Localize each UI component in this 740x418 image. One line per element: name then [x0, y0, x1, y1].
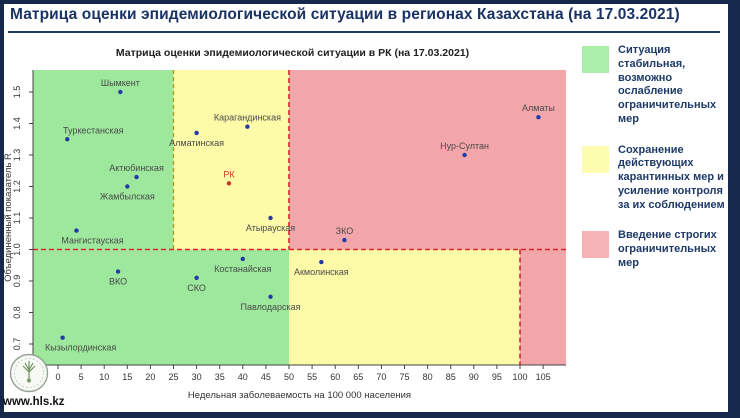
zone-red-top [289, 70, 566, 250]
x-tick-label: 15 [122, 372, 132, 382]
data-point-dot [319, 259, 324, 265]
page-title: Матрица оценки эпидемиологической ситуац… [10, 6, 680, 23]
data-point-label: Павлодарская [241, 302, 301, 312]
x-tick-label: 35 [215, 372, 225, 382]
x-tick-label: 95 [492, 372, 502, 382]
chart-title: Матрица оценки эпидемиологической ситуац… [115, 47, 470, 59]
legend-swatch-yellow [582, 145, 609, 173]
x-tick-label: 55 [307, 372, 317, 382]
data-point-dot [194, 275, 199, 281]
data-point-label: Актюбинская [109, 163, 164, 173]
data-point-dot [115, 269, 121, 274]
x-tick-label: 40 [238, 372, 248, 382]
x-tick-label: 75 [399, 372, 409, 382]
data-point-dot [60, 335, 65, 340]
legend-label-strict: Введение строгих ограничительных мер [618, 229, 717, 269]
legend-item-stable: Ситуация стабильная, возможно ослабление… [582, 44, 730, 127]
data-point-dot [74, 228, 79, 233]
title-divider [8, 31, 720, 33]
data-point-label: Нур-Султан [440, 141, 489, 151]
x-tick-label: 30 [192, 372, 202, 382]
x-tick-label: 5 [79, 372, 84, 382]
legend: Ситуация стабильная, возможно ослабление… [582, 44, 730, 288]
data-point-label: ЗКО [336, 226, 354, 236]
x-tick-label: 60 [330, 372, 340, 382]
x-tick-label: 80 [423, 372, 433, 382]
x-tick-label: 90 [469, 372, 479, 382]
data-point-label: Костанайская [214, 264, 271, 274]
x-tick-label: 20 [145, 372, 155, 382]
data-point-label: Жамбылская [100, 192, 155, 202]
data-point-dot [134, 174, 139, 180]
data-point-label: Кызылординская [45, 343, 116, 353]
data-point-dot [118, 89, 123, 95]
x-tick-label: 0 [55, 372, 60, 382]
hls-logo [9, 353, 49, 393]
legend-swatch-red [582, 231, 609, 259]
data-point-label: Карагандинская [214, 113, 281, 123]
y-axis-title: Объединенный показатель R [3, 153, 14, 282]
data-point-label: Шымкент [101, 78, 140, 88]
x-tick-label: 45 [261, 372, 271, 382]
data-point-dot [268, 294, 273, 299]
y-tick-label: 1.4 [12, 117, 22, 130]
y-tick-label: 1.0 [12, 243, 22, 256]
y-tick-label: 0.9 [12, 275, 22, 288]
data-point-label: Туркестанская [63, 125, 124, 135]
data-point-label: Мангистауская [61, 236, 123, 246]
data-point-dot [268, 215, 273, 221]
data-point-dot [462, 152, 467, 158]
data-point-dot [226, 181, 232, 186]
y-tick-label: 1.3 [12, 149, 22, 162]
data-point-label: ВКО [109, 277, 127, 287]
scatter-plot: 0 5 10 15 20 25 30 35 40 45 50 55 60 65 70 75 80 85 90 95 10… [3, 70, 566, 401]
legend-item-strict: Введение строгих ограничительных мер [582, 229, 730, 270]
x-tick-label: 10 [99, 372, 109, 382]
legend-swatch-green [582, 46, 609, 73]
zone-red-bottom [520, 249, 566, 365]
data-point-label: Акмолинская [294, 267, 349, 277]
y-tick-label: 1.5 [12, 86, 22, 99]
data-point-dot [245, 124, 250, 129]
data-point-dot [194, 130, 199, 136]
y-tick-label: 1.2 [12, 180, 22, 193]
legend-label-keep-measures: Сохранение действующих карантинных мер и… [618, 143, 725, 211]
x-tick-label: 25 [168, 372, 178, 382]
x-tick-label: 85 [446, 372, 456, 382]
data-point-dot [65, 137, 70, 142]
y-tick-label: 0.8 [12, 306, 22, 319]
website-url: www.hls.kz [3, 396, 65, 408]
x-tick-label: 70 [376, 372, 386, 382]
y-tick-label: 0.7 [12, 338, 22, 351]
data-point-dot [342, 237, 347, 243]
data-point-label: СКО [187, 283, 206, 293]
y-tick-label: 1.1 [12, 212, 22, 225]
data-point-label: Атырауская [246, 223, 295, 233]
x-tick-label: 105 [536, 372, 551, 382]
legend-item-keep-measures: Сохранение действующих карантинных мер и… [582, 144, 730, 213]
x-axis-title: Недельная заболеваемость на 100 000 насе… [188, 390, 411, 401]
data-point-label: Алматы [522, 103, 555, 113]
data-point-dot [240, 256, 245, 262]
x-tick-label: 100 [512, 372, 527, 382]
legend-label-stable: Ситуация стабильная, возможно ослабление… [618, 44, 717, 125]
data-point-dot [125, 184, 130, 189]
zone-yellow-bottom [289, 249, 520, 365]
data-point-dot [536, 115, 541, 120]
data-point-label: Алматинская [169, 138, 224, 148]
x-tick-label: 50 [284, 372, 294, 382]
data-point-label: РК [223, 169, 235, 179]
x-tick-label: 65 [353, 372, 363, 382]
